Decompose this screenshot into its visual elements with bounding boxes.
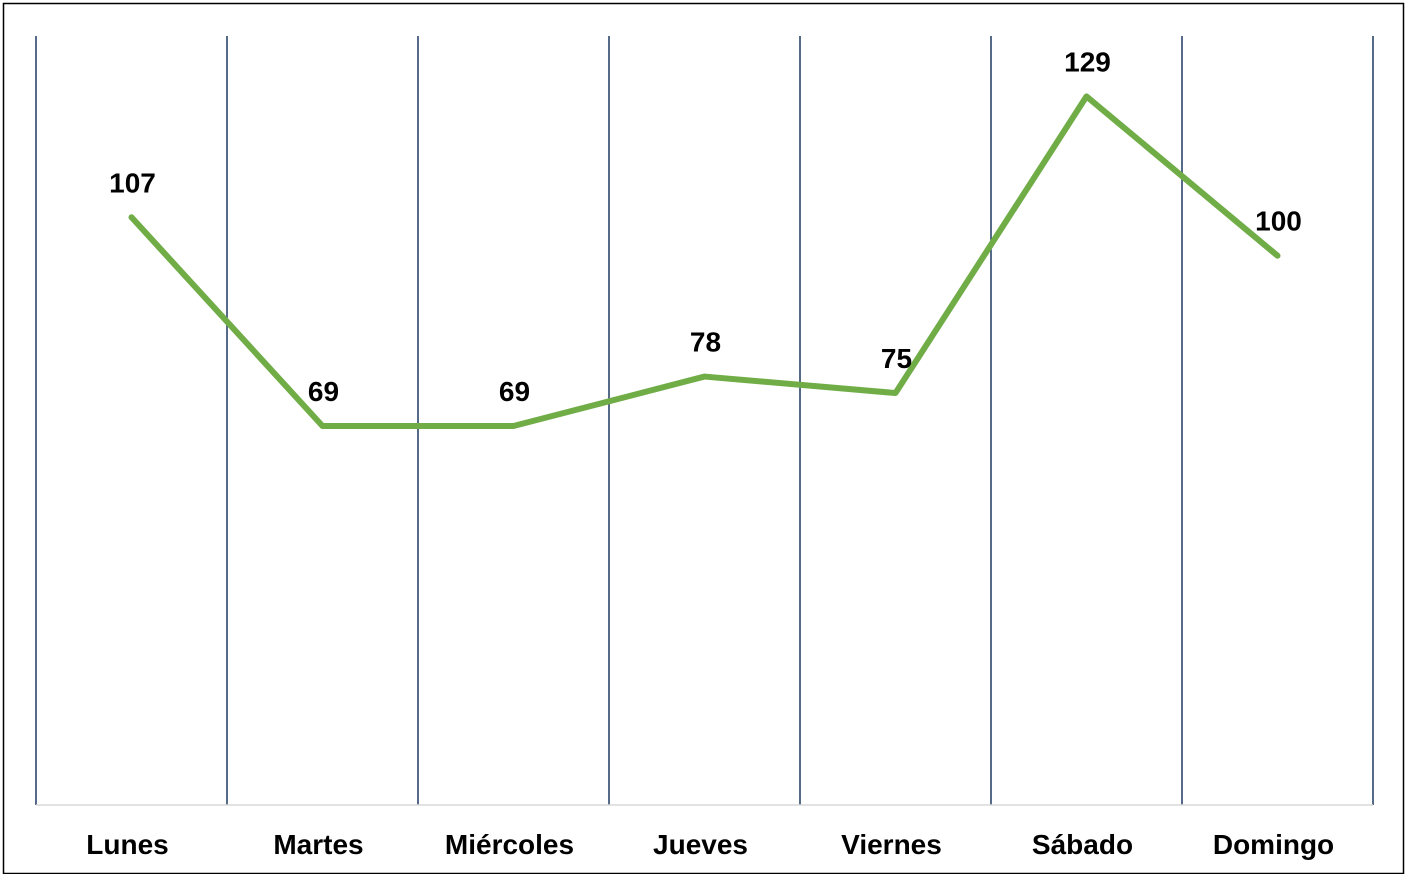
data-label: 75 [881, 343, 912, 374]
x-tick-label: Miércoles [445, 829, 574, 860]
x-tick-label: Jueves [653, 829, 748, 860]
x-tick-label: Viernes [841, 829, 942, 860]
data-line [128, 93, 1281, 429]
x-tick-label: Domingo [1213, 829, 1334, 860]
data-label: 100 [1255, 206, 1302, 237]
data-label: 107 [109, 167, 156, 198]
x-tick-label: Lunes [86, 829, 168, 860]
data-label: 78 [690, 327, 721, 358]
x-tick-label: Sábado [1032, 829, 1133, 860]
data-label: 69 [308, 376, 339, 407]
data-label: 69 [499, 376, 530, 407]
x-tick-label: Martes [273, 829, 363, 860]
data-label: 129 [1064, 46, 1111, 77]
